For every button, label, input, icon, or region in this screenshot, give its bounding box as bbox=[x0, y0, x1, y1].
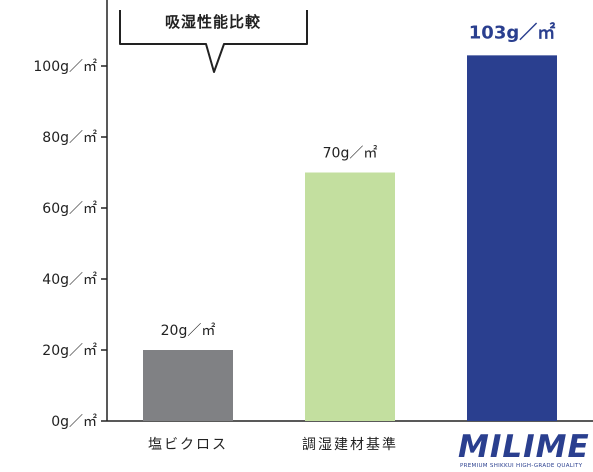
milime-logo: MILIME PREMIUM SHIKKUI HIGH-GRADE QUALIT… bbox=[458, 429, 590, 469]
title-callout: 吸湿性能比較 bbox=[119, 10, 308, 73]
milime-logo-subtitle: PREMIUM SHIKKUI HIGH-GRADE QUALITY bbox=[460, 463, 583, 469]
x-category-label: 調湿建材基準 bbox=[302, 436, 398, 453]
bar-value-label: 103g／㎡ bbox=[469, 21, 555, 43]
bar-value-label: 20g／㎡ bbox=[161, 323, 216, 339]
chart-title: 吸湿性能比較 bbox=[165, 13, 261, 31]
y-tick-label: 60g／㎡ bbox=[42, 201, 97, 217]
y-tick-label: 20g／㎡ bbox=[42, 343, 97, 359]
bars: 20g／㎡ 70g／㎡ 103g／㎡ bbox=[143, 21, 557, 421]
y-tick-label: 100g／㎡ bbox=[33, 59, 97, 75]
milime-logo-text: MILIME bbox=[458, 429, 590, 465]
bar bbox=[143, 350, 233, 421]
bar-value-label: 70g／㎡ bbox=[323, 146, 378, 162]
title-callout-outline bbox=[119, 10, 308, 73]
bar bbox=[305, 172, 395, 421]
x-category-label: 塩ビクロス bbox=[148, 437, 228, 453]
bar bbox=[467, 55, 557, 421]
category-labels: 塩ビクロス 調湿建材基準 bbox=[148, 436, 398, 453]
y-tick-label: 80g／㎡ bbox=[42, 130, 97, 146]
y-tick-label: 40g／㎡ bbox=[42, 272, 97, 288]
y-tick-label: 0g／㎡ bbox=[51, 414, 97, 430]
